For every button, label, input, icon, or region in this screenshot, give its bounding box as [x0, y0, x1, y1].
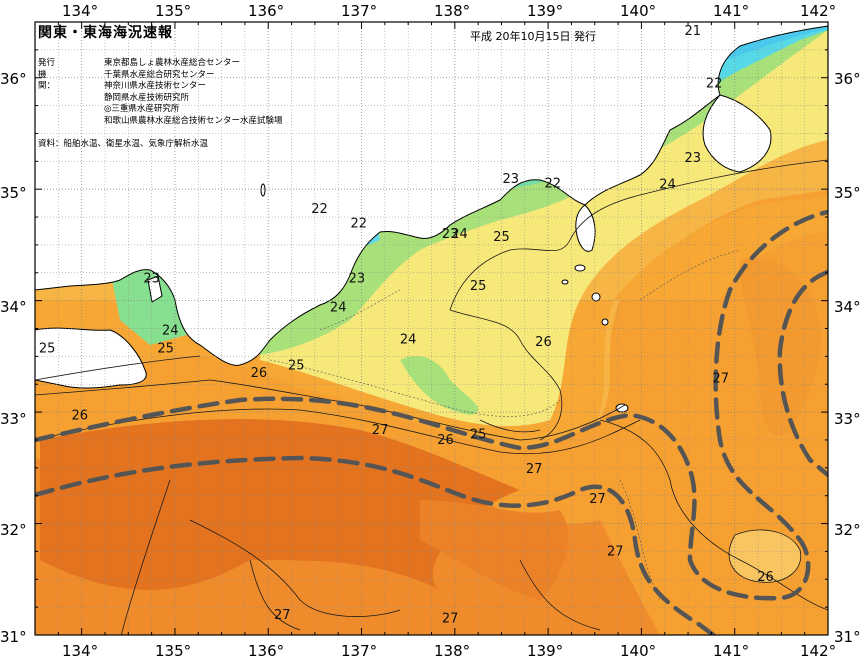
- lon-label-top: 138°: [434, 2, 471, 20]
- isotherm-label: 25: [470, 427, 487, 442]
- isotherm-label: 24: [400, 333, 417, 348]
- isotherm-label: 22: [706, 76, 723, 91]
- isotherm-label: 22: [350, 217, 367, 232]
- lon-label-top: 136°: [248, 2, 285, 20]
- isotherm-label: 25: [157, 342, 174, 357]
- lon-label-top: 135°: [155, 2, 192, 20]
- lat-label-left: 36°: [0, 70, 27, 88]
- lon-label-bottom: 134°: [62, 642, 99, 660]
- isotherm-label: 25: [470, 279, 487, 294]
- lon-label-bottom: 136°: [248, 642, 285, 660]
- lat-label-left: 33°: [0, 410, 27, 428]
- isotherm-label: 26: [437, 433, 454, 448]
- isotherm-lines-fine: [269, 249, 741, 601]
- isotherm-label: 26: [535, 335, 552, 350]
- isotherm-label: 27: [526, 462, 543, 477]
- isotherm-label: 26: [72, 408, 89, 423]
- isotherm-label: 24: [659, 178, 676, 193]
- isotherm-label: 21: [684, 24, 701, 39]
- map-title: 関東・東海海況速報: [38, 25, 173, 41]
- lon-label-bottom: 137°: [341, 642, 378, 660]
- isotherm-label: 23: [442, 227, 459, 242]
- isotherm-label: 23: [684, 151, 701, 166]
- isotherm-label: 25: [39, 342, 56, 357]
- lon-label-top: 142°: [800, 2, 837, 20]
- isotherm-label: 24: [162, 324, 179, 339]
- lon-label-top: 137°: [341, 2, 378, 20]
- lon-label-top: 139°: [527, 2, 564, 20]
- lat-label-right: 36°: [834, 70, 861, 88]
- isotherm-label: 26: [757, 570, 774, 585]
- issuer-item: 東京都島しょ農林水産総合センター: [104, 58, 241, 68]
- kuroshio-axis: [35, 209, 828, 635]
- lat-label-right: 33°: [834, 410, 861, 428]
- isotherm-label: 25: [493, 230, 510, 245]
- isotherm-label: 27: [274, 608, 291, 623]
- issuer-item: 神奈川県水産技術センター: [104, 81, 207, 91]
- data-source: 資料：船舶水温、衛星水温、気象庁解析水温: [38, 139, 209, 149]
- lon-label-top: 141°: [713, 2, 750, 20]
- issuer-item: ◎三重県水産研究所: [104, 104, 180, 114]
- lat-label-right: 32°: [834, 521, 861, 539]
- lon-label-top: 134°: [62, 2, 99, 20]
- isotherm-label: 25: [288, 358, 305, 373]
- lon-label-bottom: 142°: [800, 642, 837, 660]
- isotherm-label: 23: [349, 271, 366, 286]
- lat-label-left: 32°: [0, 521, 27, 539]
- issuer-list: 東京都島しょ農林水産総合センター 千葉県水産総合研究センター 神奈川県水産技術セ…: [104, 58, 283, 127]
- isotherm-label: 27: [372, 423, 389, 438]
- lat-label-right: 35°: [834, 184, 861, 202]
- isotherm-label: 26: [251, 366, 268, 381]
- axis-ticks: [34, 21, 829, 636]
- issuer-item: 和歌山県農林水産総合技術センター水産試験場: [104, 115, 283, 126]
- issuer-item: 千葉県水産総合研究センター: [104, 69, 215, 80]
- isotherm-label: 23: [503, 172, 520, 187]
- isotherm-label: 27: [712, 372, 729, 387]
- lon-label-bottom: 138°: [434, 642, 471, 660]
- isotherm-label: 27: [589, 492, 606, 507]
- issuer-label: 発行機関：: [38, 58, 56, 91]
- lon-label-bottom: 139°: [527, 642, 564, 660]
- isotherm-label: 22: [311, 202, 328, 217]
- issue-date: 平成 20年10月15日 発行: [470, 30, 596, 43]
- isotherm-label: 24: [451, 227, 468, 242]
- lat-label-left: 34°: [0, 298, 27, 316]
- lon-label-top: 140°: [620, 2, 657, 20]
- lon-label-bottom: 140°: [620, 642, 657, 660]
- lat-label-right: 31°: [834, 628, 861, 646]
- isotherm-label: 23: [143, 271, 160, 286]
- isotherm-label: 22: [545, 177, 562, 192]
- isotherm-label: 24: [330, 300, 347, 315]
- isotherm-label: 27: [607, 544, 624, 559]
- lat-label-left: 35°: [0, 184, 27, 202]
- lon-label-bottom: 135°: [155, 642, 192, 660]
- lat-label-right: 34°: [834, 298, 861, 316]
- issuer-item: 静岡県水産技術研究所: [104, 92, 190, 103]
- isotherm-label: 27: [442, 611, 459, 626]
- lon-label-bottom: 141°: [713, 642, 750, 660]
- lat-label-left: 31°: [0, 628, 27, 646]
